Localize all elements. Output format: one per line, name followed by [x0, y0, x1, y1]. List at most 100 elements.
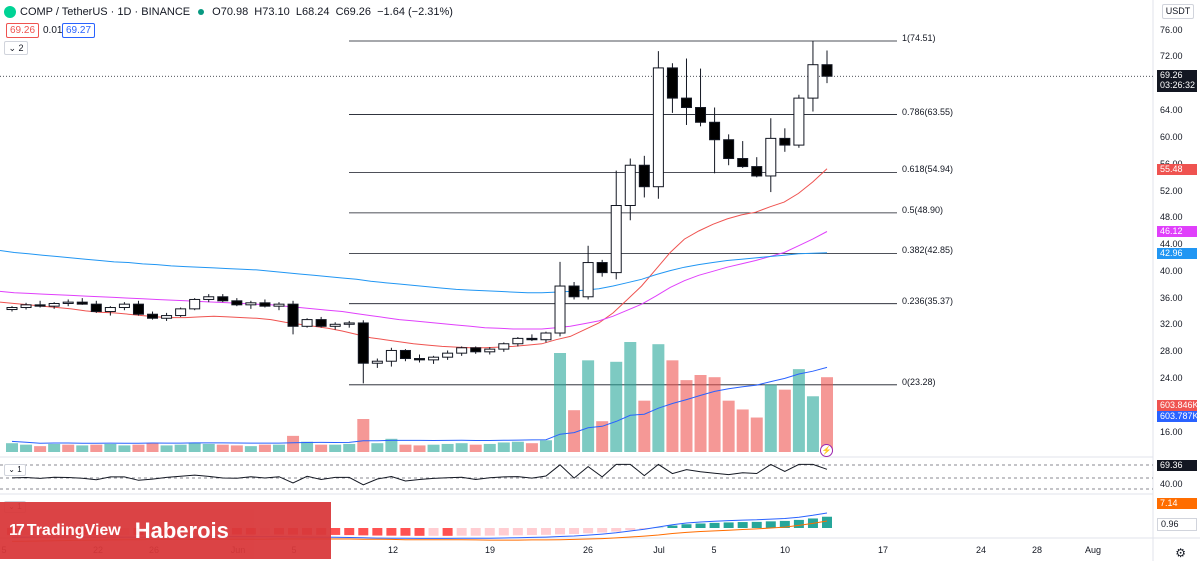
currency-selector[interactable]: USDT — [1162, 4, 1194, 19]
candle-body — [680, 97, 692, 109]
ema-blue-tag: 42.96 — [1157, 248, 1197, 259]
volume-bar — [188, 442, 201, 452]
rsi-level-label: 40.00 — [1160, 479, 1183, 489]
volume-bar — [343, 443, 356, 452]
price-axis-label: 64.00 — [1160, 105, 1183, 115]
fib-level-label: 0.786(63.55) — [902, 106, 954, 117]
candle-body — [554, 285, 566, 334]
volume-bar — [764, 384, 777, 452]
volume-bar — [371, 443, 384, 452]
candle-body — [484, 348, 496, 353]
candle-body — [624, 164, 636, 207]
macd-histogram-bar — [822, 516, 832, 528]
price-axis-label: 48.00 — [1160, 212, 1183, 222]
candle-body — [118, 303, 130, 309]
macd-histogram-bar — [723, 522, 734, 528]
macd-histogram-bar — [695, 523, 706, 528]
price-axis-label: 52.00 — [1160, 186, 1183, 196]
volume-bar — [385, 438, 398, 452]
bid-price-box[interactable]: 69.26 — [6, 23, 40, 38]
price-axis-label: 16.00 — [1160, 427, 1183, 437]
volume-bar — [469, 444, 482, 452]
macd-histogram-bar — [639, 528, 650, 529]
candle-body — [6, 307, 18, 311]
volume-bar — [118, 445, 131, 452]
current-price: 69.26 — [1160, 70, 1183, 80]
candle-body — [456, 347, 468, 354]
price-axis-label: 76.00 — [1160, 25, 1183, 35]
macd-histogram-bar — [400, 528, 411, 536]
candle-body — [695, 107, 707, 123]
candle-body — [596, 262, 608, 274]
candle-body — [20, 304, 32, 309]
time-axis-label: 5 — [711, 545, 717, 555]
candle-body — [34, 304, 46, 307]
macd-histogram-bar — [456, 528, 467, 536]
tradingview-logo-icon: 17 — [9, 521, 25, 539]
candle-body — [62, 301, 74, 304]
ema-magenta-line — [0, 231, 828, 330]
time-axis-label: 12 — [387, 545, 399, 555]
settings-gear-icon[interactable]: ⚙ — [1175, 546, 1186, 560]
rsi-line — [11, 463, 828, 486]
change-value: −1.64 (−2.31%) — [377, 6, 453, 18]
fib-level-label: 0.618(54.94) — [902, 164, 954, 175]
candle-body — [371, 360, 383, 364]
volume-bar — [497, 442, 510, 452]
candle-body — [723, 139, 735, 160]
macd-histogram-bar — [625, 528, 636, 531]
candle-body — [498, 343, 510, 350]
candle-body — [175, 308, 187, 317]
volume-bar — [427, 444, 440, 452]
lightning-icon[interactable]: ⚡ — [820, 444, 833, 457]
volume-bar — [568, 410, 581, 452]
macd-hist-tag: 0.96 — [1157, 518, 1197, 531]
macd-histogram-bar — [555, 528, 566, 535]
candle-body — [709, 121, 721, 141]
candle-body — [385, 349, 397, 362]
macd-histogram-bar — [372, 528, 383, 536]
volume-bar — [287, 435, 300, 452]
macd-histogram-bar — [765, 521, 776, 528]
macd-histogram-bar — [569, 528, 580, 535]
time-axis-label: 17 — [877, 545, 889, 555]
macd-histogram-bar — [681, 524, 692, 528]
fib-level-label: 1(74.51) — [902, 33, 936, 43]
macd-histogram-bar — [709, 522, 720, 528]
candle-body — [512, 337, 524, 345]
volume-bar — [638, 400, 651, 452]
macd-histogram-bar — [428, 528, 439, 536]
volume-bar — [244, 446, 257, 452]
comp-coin-icon — [4, 6, 16, 18]
volume-bar — [160, 445, 173, 452]
candle-body — [470, 347, 482, 353]
tradingview-logo: 17 TradingView — [9, 522, 121, 540]
volume-bar — [48, 443, 61, 452]
price-axis-label: 28.00 — [1160, 346, 1183, 356]
symbol-title[interactable]: COMP / TetherUS · 1D · BINANCE — [20, 6, 191, 18]
ohlc-values: O70.98 H73.10 L68.24 C69.26 −1.64 (−2.31… — [212, 6, 456, 18]
ask-price-box[interactable]: 69.27 — [62, 23, 96, 38]
macd-histogram-bar — [597, 528, 608, 533]
rsi-control-label: 1 — [17, 465, 22, 474]
volume-bar — [132, 444, 145, 452]
collapse-indicators-button[interactable]: ⌄ 2 — [4, 41, 28, 55]
macd-histogram-bar — [512, 528, 523, 536]
rsi-collapse-button[interactable]: ⌄ 1 — [4, 464, 26, 476]
candle-body — [414, 358, 425, 361]
candle-body — [737, 158, 749, 168]
volume-bar — [315, 444, 328, 452]
spread-value: 0.01 — [43, 25, 63, 36]
macd-histogram-bar — [751, 521, 762, 528]
volume-bar — [258, 444, 271, 452]
macd-histogram-bar — [358, 528, 369, 536]
volume-bar — [230, 445, 243, 452]
candle-body — [610, 205, 622, 274]
candle-body — [568, 285, 580, 298]
macd-histogram-bar — [779, 520, 790, 528]
volume-bar — [736, 409, 749, 452]
fib-level-label: 0.236(35.37) — [902, 295, 954, 306]
fib-level-label: 0.382(42.85) — [902, 245, 954, 256]
candle-body — [287, 303, 299, 327]
